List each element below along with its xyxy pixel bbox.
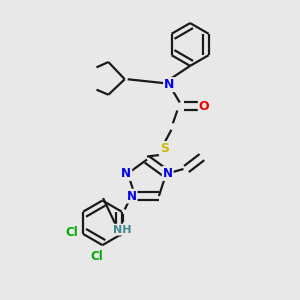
Text: N: N	[127, 190, 136, 202]
Text: N: N	[163, 167, 173, 180]
Text: N: N	[164, 78, 175, 91]
Text: NH: NH	[112, 225, 131, 235]
Text: N: N	[121, 167, 131, 180]
Text: O: O	[199, 100, 209, 112]
Text: Cl: Cl	[65, 226, 78, 239]
Text: S: S	[160, 142, 169, 155]
Text: Cl: Cl	[91, 250, 103, 263]
